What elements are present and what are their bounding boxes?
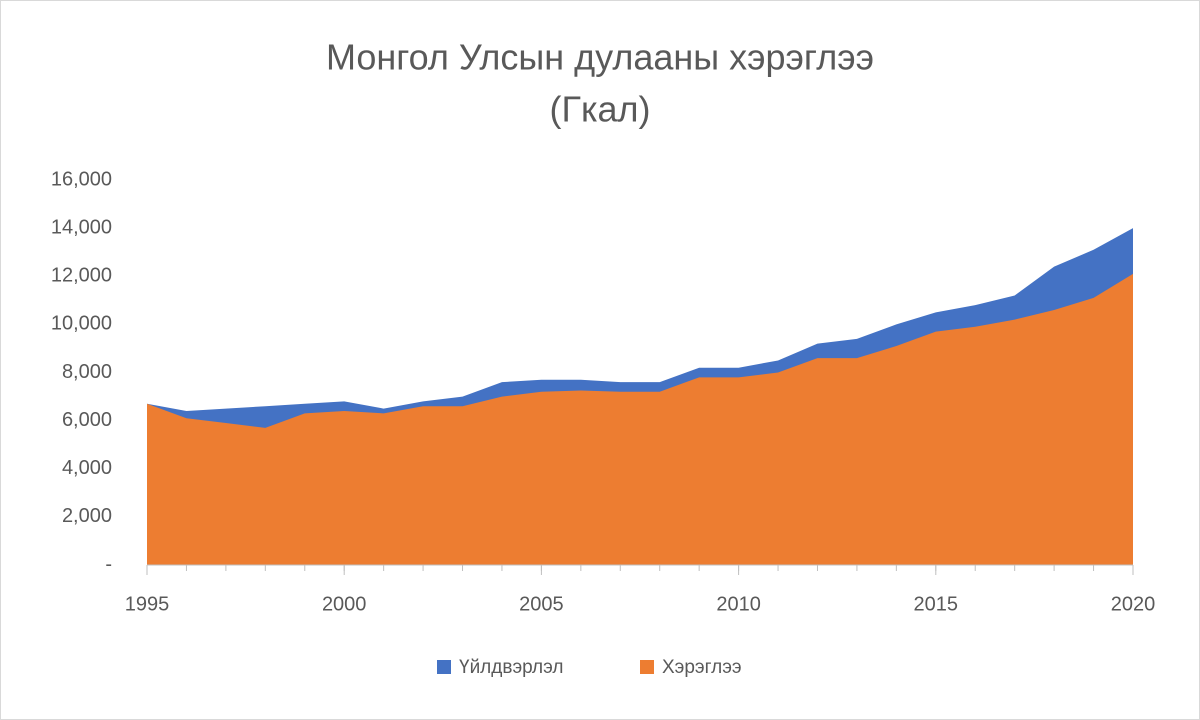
legend-swatch	[640, 660, 654, 674]
x-tick-label: 1995	[125, 593, 170, 615]
y-tick-label: -	[105, 553, 112, 575]
chart-title: Монгол Улсын дулааны хэрэглээ	[326, 37, 874, 78]
x-tick-label: 2015	[914, 593, 959, 615]
chart-title: (Гкал)	[549, 89, 650, 130]
x-tick-label: 2005	[519, 593, 564, 615]
y-tick-label: 14,000	[51, 216, 112, 238]
x-tick-label: 2020	[1111, 593, 1156, 615]
y-tick-label: 12,000	[51, 265, 112, 287]
legend-label: Үйлдвэрлэл	[459, 657, 564, 678]
legend-label: Хэрэглээ	[662, 657, 742, 678]
y-tick-label: 4,000	[62, 457, 112, 479]
x-tick-label: 2000	[322, 593, 367, 615]
y-tick-label: 2,000	[62, 505, 112, 527]
x-tick-label: 2010	[716, 593, 761, 615]
area	[147, 273, 1133, 565]
y-tick-label: 16,000	[51, 168, 112, 190]
y-tick-label: 6,000	[62, 409, 112, 431]
y-tick-label: 8,000	[62, 361, 112, 383]
legend-swatch	[437, 660, 451, 674]
y-tick-label: 10,000	[51, 313, 112, 335]
